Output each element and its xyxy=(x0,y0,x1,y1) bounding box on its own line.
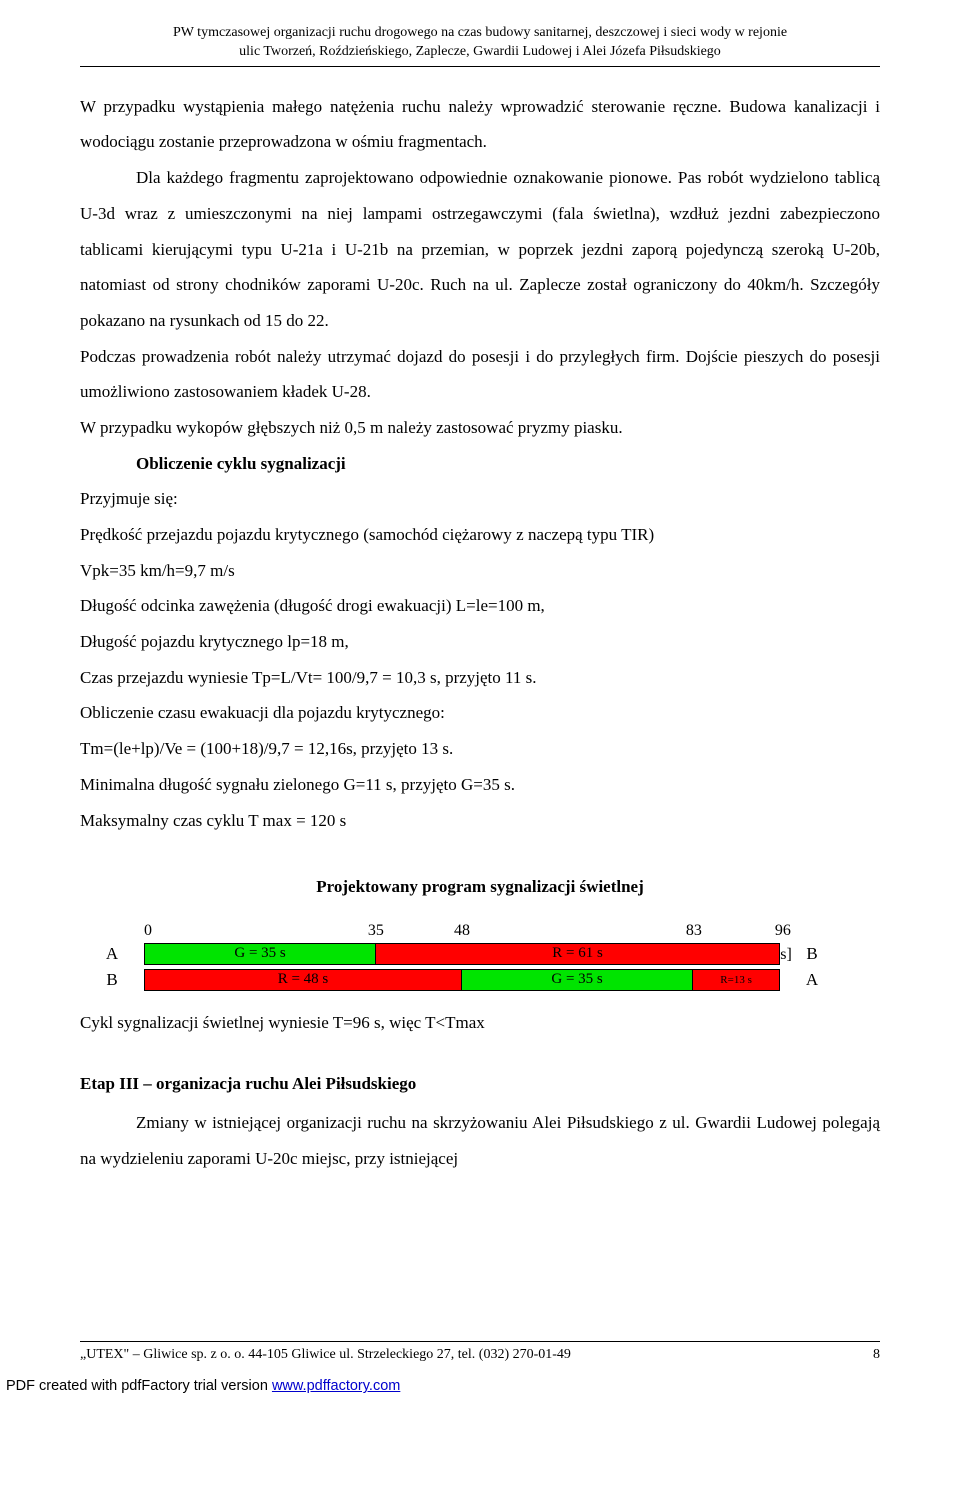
timing-bar: G = 35 sR = 61 s xyxy=(144,943,780,965)
chart-tick: 35 xyxy=(368,919,384,944)
footer-page-number: 8 xyxy=(873,1344,880,1366)
chart-tick: 0 xyxy=(144,919,152,944)
chart-tick-row: 035488396 [s] xyxy=(80,919,880,941)
row-left-label: A xyxy=(80,941,144,967)
chart-bars: AG = 35 sR = 61 sBBR = 48 sG = 35 sR=13 … xyxy=(80,941,880,994)
calc-line-10: Maksymalny czas cyklu T max = 120 s xyxy=(80,803,880,839)
page-footer: „UTEX" – Gliwice sp. z o. o. 44-105 Gliw… xyxy=(80,1341,880,1366)
pdf-note-prefix: PDF created with pdfFactory trial versio… xyxy=(6,1378,272,1394)
chart-row: AG = 35 sR = 61 sB xyxy=(80,941,880,967)
timing-bar: R = 48 sG = 35 sR=13 s xyxy=(144,969,780,991)
paragraph-3: Podczas prowadzenia robót należy utrzyma… xyxy=(80,339,880,410)
paragraph-1: W przypadku wystąpienia małego natężenia… xyxy=(80,89,880,160)
etap-body: Zmiany w istniejącej organizacji ruchu n… xyxy=(80,1105,880,1176)
pdf-factory-link[interactable]: www.pdffactory.com xyxy=(272,1378,400,1394)
body-content: W przypadku wystąpienia małego natężenia… xyxy=(80,89,880,838)
timing-segment: G = 35 s xyxy=(462,970,693,990)
calc-line-3: Vpk=35 km/h=9,7 m/s xyxy=(80,553,880,589)
header-rule xyxy=(80,66,880,67)
row-right-label: A xyxy=(780,967,844,993)
chart-row: BR = 48 sG = 35 sR=13 sA xyxy=(80,967,880,993)
paragraph-2: Dla każdego fragmentu zaprojektowano odp… xyxy=(80,160,880,338)
timing-segment: R = 48 s xyxy=(145,970,462,990)
calc-line-6: Czas przejazdu wyniesie Tp=L/Vt= 100/9,7… xyxy=(80,660,880,696)
footer-left: „UTEX" – Gliwice sp. z o. o. 44-105 Gliw… xyxy=(80,1344,571,1366)
timing-segment: G = 35 s xyxy=(145,944,376,964)
calc-line-2: Prędkość przejazdu pojazdu krytycznego (… xyxy=(80,517,880,553)
footer-rule xyxy=(80,1341,880,1342)
calc-line-4: Długość odcinka zawężenia (długość drogi… xyxy=(80,588,880,624)
calc-line-5: Długość pojazdu krytycznego lp=18 m, xyxy=(80,624,880,660)
page-header: PW tymczasowej organizacji ruchu drogowe… xyxy=(80,24,880,62)
chart-ticks: 035488396 [s] xyxy=(144,919,780,941)
etap-body-wrap: Zmiany w istniejącej organizacji ruchu n… xyxy=(80,1105,880,1176)
timing-segment: R=13 s xyxy=(693,970,779,990)
calc-line-1: Przyjmuje się: xyxy=(80,481,880,517)
etap-title: Etap III – organizacja ruchu Alei Piłsud… xyxy=(80,1071,880,1097)
calc-line-8: Tm=(le+lp)/Ve = (100+18)/9,7 = 12,16s, p… xyxy=(80,731,880,767)
chart-title: Projektowany program sygnalizacji świetl… xyxy=(80,874,880,900)
header-line-1: PW tymczasowej organizacji ruchu drogowe… xyxy=(80,24,880,43)
calc-title: Obliczenie cyklu sygnalizacji xyxy=(80,446,880,482)
row-left-label: B xyxy=(80,967,144,993)
chart-tick: 83 xyxy=(686,919,702,944)
chart-tick: 48 xyxy=(454,919,470,944)
timing-segment: R = 61 s xyxy=(376,944,779,964)
after-chart-text: Cykl sygnalizacji świetlnej wyniesie T=9… xyxy=(80,1005,880,1041)
calc-line-9: Minimalna długość sygnału zielonego G=11… xyxy=(80,767,880,803)
calc-line-7: Obliczenie czasu ewakuacji dla pojazdu k… xyxy=(80,695,880,731)
paragraph-4: W przypadku wykopów głębszych niż 0,5 m … xyxy=(80,410,880,446)
header-line-2: ulic Tworzeń, Roździeńskiego, Zaplecze, … xyxy=(80,43,880,62)
pdf-note: PDF created with pdfFactory trial versio… xyxy=(0,1375,880,1397)
signal-timing-chart: 035488396 [s] AG = 35 sR = 61 sBBR = 48 … xyxy=(80,919,880,994)
